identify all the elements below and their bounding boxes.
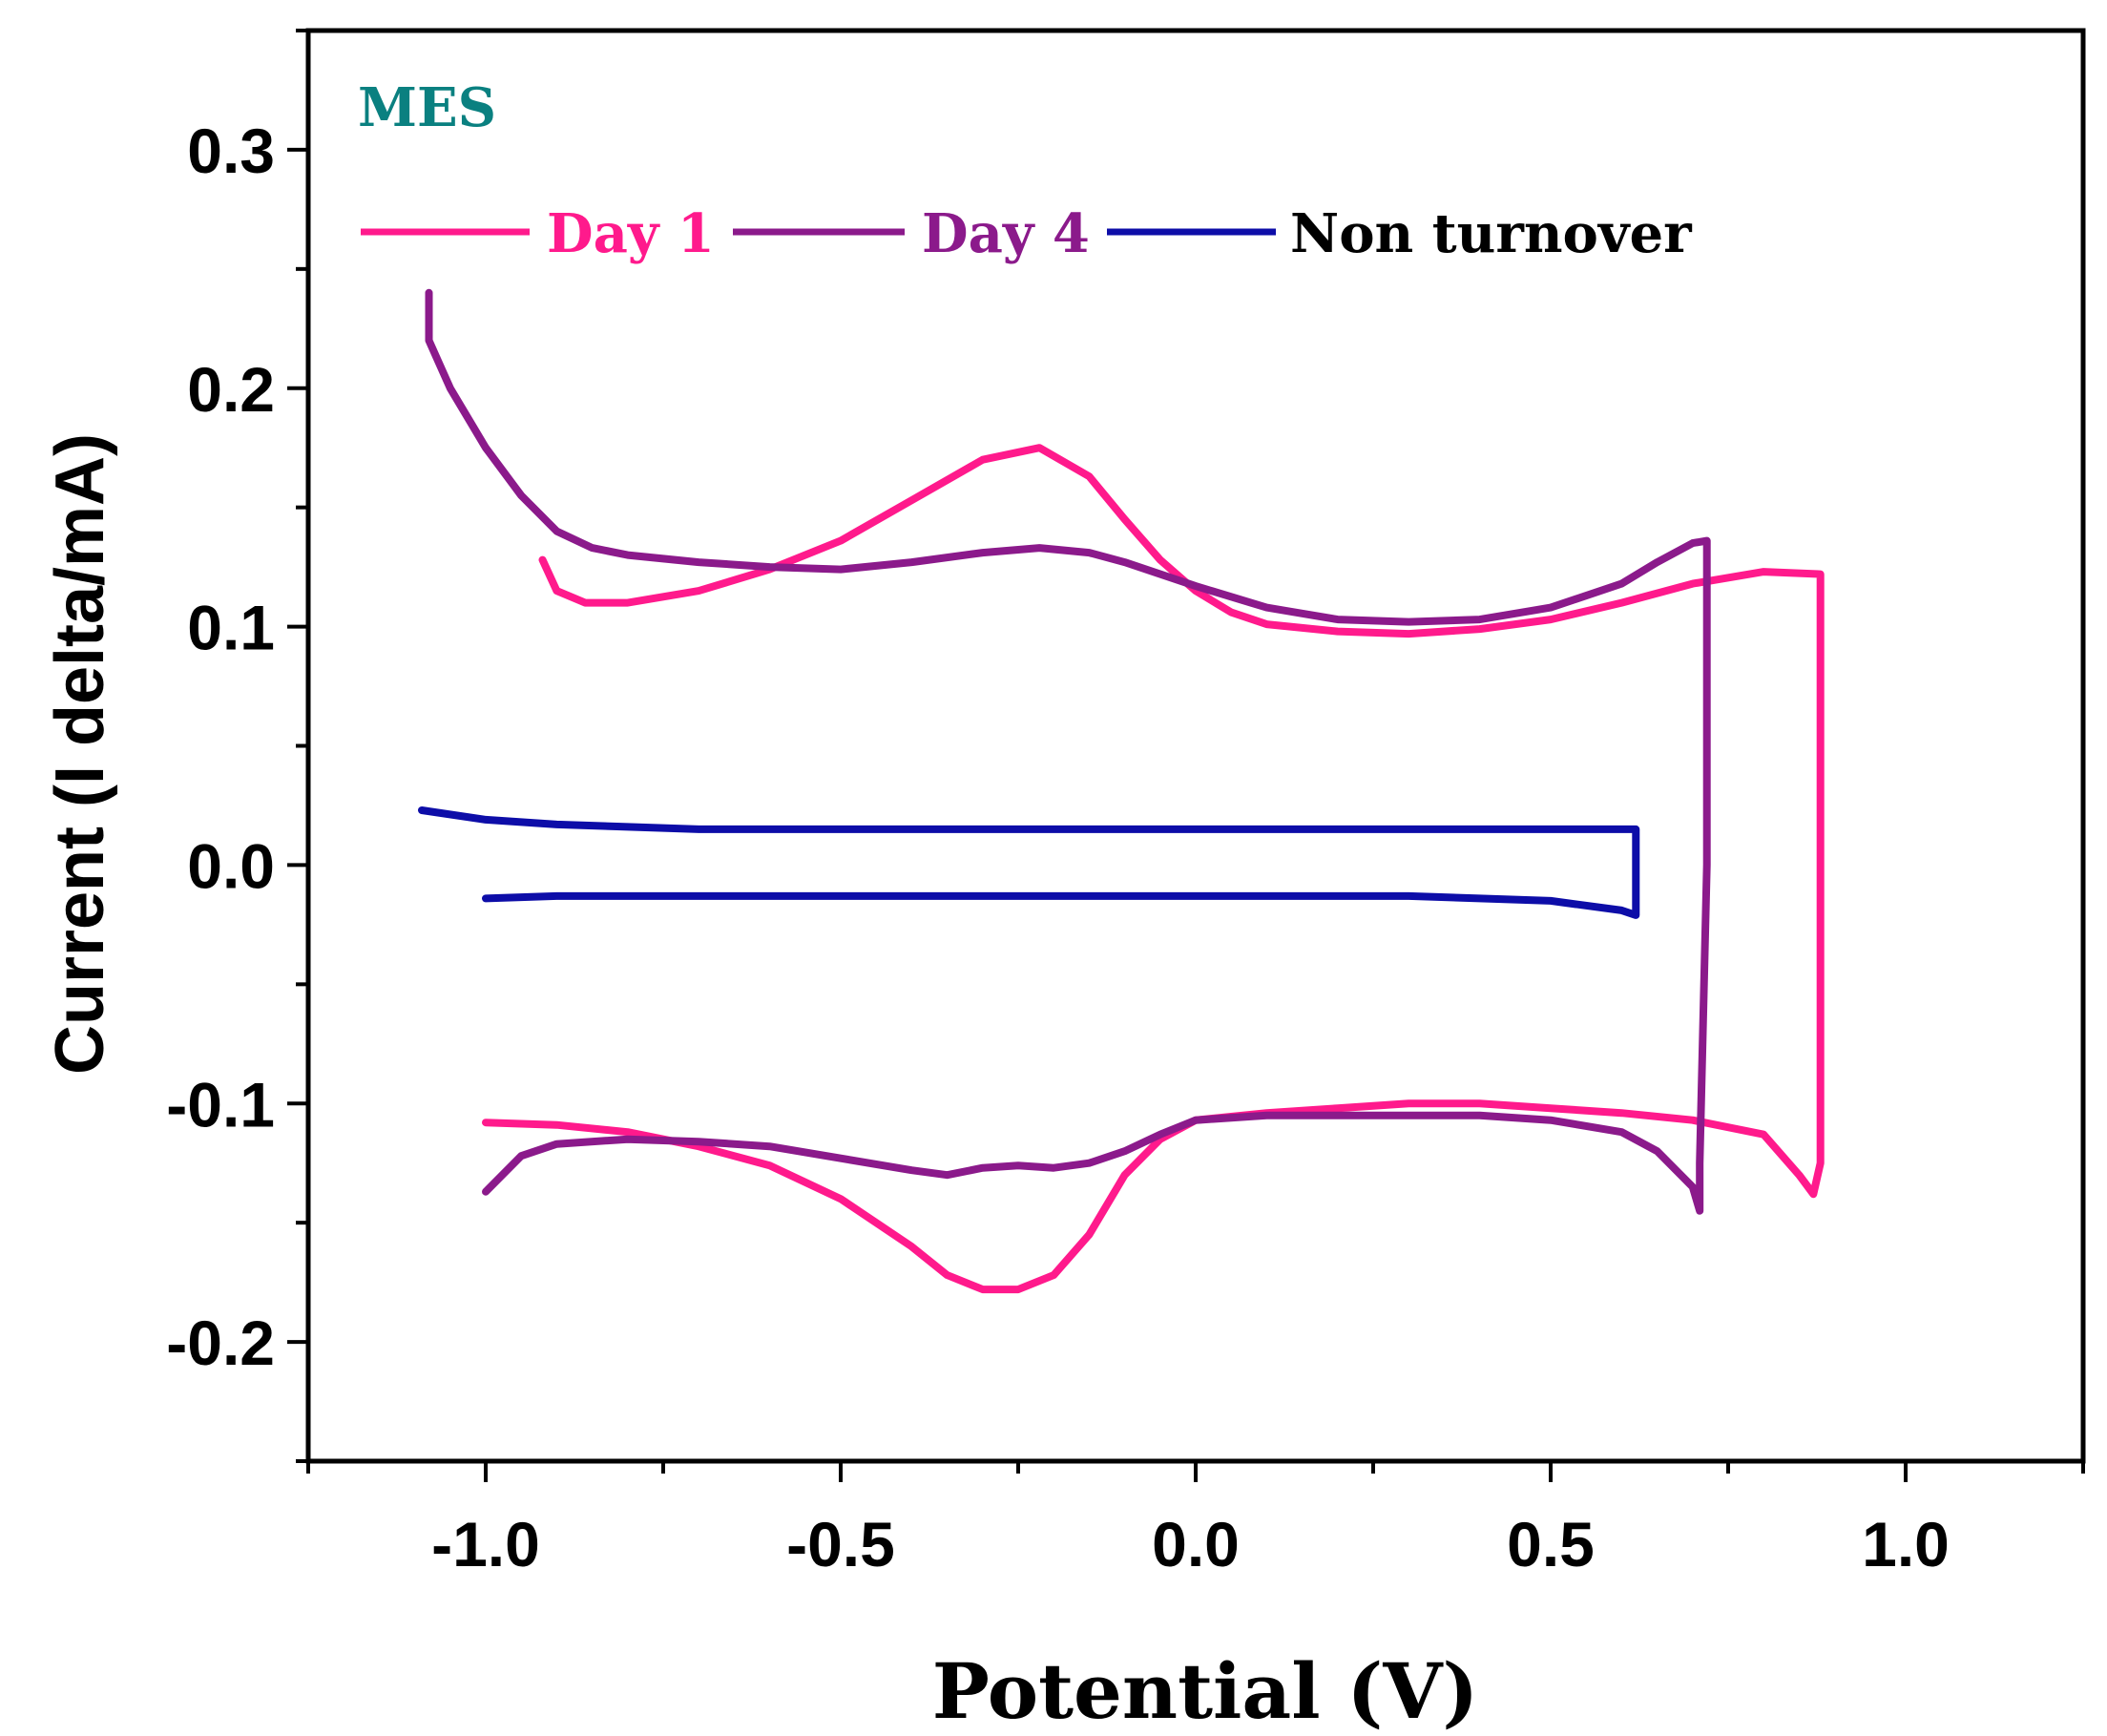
legend-item-day4: Day 4 xyxy=(733,202,1090,265)
legend-label-day4: Day 4 xyxy=(922,202,1090,265)
y-tick-label: -0.2 xyxy=(166,1307,275,1378)
y-tick-label: 0.3 xyxy=(187,115,275,186)
series-line-non-turnover xyxy=(418,806,1640,919)
y-tick-label: 0.2 xyxy=(187,354,275,425)
series-line-day4 xyxy=(425,288,1711,1215)
legend-item-non-turnover: Non turnover xyxy=(1107,202,1693,265)
x-axis-title: Potential (V) xyxy=(932,1646,1479,1736)
x-tick-label: 0.5 xyxy=(1507,1509,1595,1579)
legend: Day 1 Day 4 Non turnover xyxy=(361,202,1693,265)
tick-labels: -1.0 -0.5 0.0 0.5 1.0 -0.2 -0.1 0.0 0.1 0.2 0.3 xyxy=(166,115,1950,1579)
mes-annotation: MES xyxy=(358,76,496,139)
y-tick-label: -0.1 xyxy=(166,1069,275,1140)
legend-item-day1: Day 1 xyxy=(361,202,715,265)
plot-frame xyxy=(305,28,2086,1464)
series-layer xyxy=(418,288,1825,1294)
y-tick-label: 0.0 xyxy=(187,830,275,901)
x-tick-label: -0.5 xyxy=(786,1509,895,1579)
legend-label-day1: Day 1 xyxy=(547,202,715,265)
x-tick-label: 0.0 xyxy=(1152,1509,1240,1579)
y-tick-label: 0.1 xyxy=(187,593,275,663)
legend-label-non-turnover: Non turnover xyxy=(1290,202,1693,265)
series-line-day1 xyxy=(482,444,1825,1294)
x-tick-label: 1.0 xyxy=(1862,1509,1950,1579)
y-axis-title: Current (I delta/mA) xyxy=(42,433,118,1075)
x-tick-label: -1.0 xyxy=(431,1509,540,1579)
